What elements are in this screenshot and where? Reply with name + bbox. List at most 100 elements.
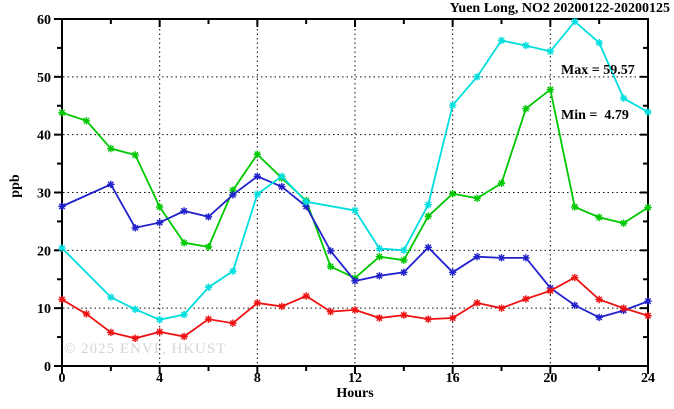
series-marker-blue bbox=[644, 297, 652, 305]
series-marker-red bbox=[522, 295, 530, 303]
series-marker-cyan bbox=[229, 267, 237, 275]
series-marker-green bbox=[180, 239, 188, 247]
series-marker-red bbox=[351, 306, 359, 314]
series-marker-cyan bbox=[58, 244, 66, 252]
series-marker-cyan bbox=[424, 200, 432, 209]
series-marker-green bbox=[424, 212, 432, 220]
series-marker-red bbox=[595, 295, 603, 304]
x-tick-label: 8 bbox=[254, 371, 261, 386]
series-marker-red bbox=[58, 295, 66, 304]
series-marker-cyan bbox=[107, 293, 115, 301]
series-marker-green bbox=[448, 189, 457, 198]
series-marker-cyan bbox=[546, 47, 555, 56]
series-marker-green bbox=[522, 104, 530, 113]
series-marker-blue bbox=[424, 243, 432, 252]
series-marker-red bbox=[448, 314, 457, 322]
y-tick-label: 0 bbox=[44, 360, 51, 375]
series-marker-blue bbox=[204, 213, 213, 221]
x-tick-label: 16 bbox=[446, 371, 460, 386]
series-marker-blue bbox=[351, 277, 359, 285]
series-marker-green bbox=[595, 213, 603, 222]
y-tick-label: 60 bbox=[37, 13, 51, 28]
y-tick-label: 10 bbox=[37, 302, 51, 317]
series-marker-green bbox=[82, 117, 91, 125]
series-marker-red bbox=[546, 287, 555, 295]
series-marker-green bbox=[619, 219, 628, 227]
series-marker-blue bbox=[497, 254, 506, 262]
series-marker-cyan bbox=[204, 283, 213, 292]
series-marker-green bbox=[204, 243, 213, 251]
series-marker-cyan bbox=[448, 101, 457, 109]
x-tick-label: 4 bbox=[156, 371, 163, 386]
series-line-blue bbox=[61, 175, 649, 319]
series-marker-blue bbox=[375, 272, 384, 280]
series-marker-red bbox=[424, 315, 432, 323]
series-marker-red bbox=[204, 315, 213, 323]
chart-title: Yuen Long, NO2 20200122-20200125 bbox=[449, 1, 670, 16]
series-marker-blue bbox=[253, 172, 262, 181]
series-marker-green bbox=[375, 252, 384, 261]
series-marker-red bbox=[107, 328, 115, 337]
series-marker-cyan bbox=[497, 36, 506, 45]
series-marker-blue bbox=[522, 254, 530, 262]
x-tick-label: 0 bbox=[59, 371, 66, 386]
y-tick-label: 50 bbox=[37, 71, 51, 86]
series-marker-green bbox=[107, 144, 115, 153]
series-marker-green bbox=[155, 203, 164, 211]
series-marker-blue bbox=[229, 191, 237, 199]
series-marker-green bbox=[571, 203, 579, 211]
series-marker-cyan bbox=[473, 73, 481, 81]
watermark: © 2025 ENVF, HKUST bbox=[64, 341, 227, 357]
series-marker-blue bbox=[131, 224, 139, 232]
series-marker-green bbox=[546, 85, 555, 94]
series-marker-blue bbox=[180, 207, 188, 215]
series-marker-red bbox=[400, 311, 408, 319]
series-marker-green bbox=[400, 256, 408, 264]
series-marker-red bbox=[180, 332, 188, 341]
series-marker-green bbox=[253, 150, 262, 159]
series-marker-green bbox=[229, 186, 237, 194]
series-marker-blue bbox=[107, 180, 115, 189]
series-marker-cyan bbox=[131, 305, 139, 314]
series-marker-red bbox=[278, 302, 286, 311]
series-marker-blue bbox=[278, 183, 286, 191]
series-marker-red bbox=[302, 292, 310, 300]
series-marker-blue bbox=[448, 268, 457, 277]
y-tick-label: 40 bbox=[37, 129, 51, 144]
series-marker-blue bbox=[326, 247, 335, 255]
series-marker-cyan bbox=[253, 190, 262, 198]
series-marker-green bbox=[473, 194, 481, 202]
series-marker-red bbox=[644, 311, 652, 320]
series-marker-cyan bbox=[522, 41, 530, 50]
series-marker-green bbox=[131, 151, 139, 159]
x-axis-label: Hours bbox=[336, 386, 374, 401]
series-marker-green bbox=[326, 262, 335, 271]
series-marker-green bbox=[644, 203, 652, 212]
series-marker-red bbox=[82, 310, 91, 318]
series-marker-cyan bbox=[302, 198, 310, 206]
x-tick-label: 24 bbox=[641, 371, 655, 386]
y-tick-label: 20 bbox=[37, 244, 51, 259]
series-marker-red bbox=[155, 328, 164, 336]
series-marker-red bbox=[571, 273, 579, 282]
series-marker-blue bbox=[473, 252, 481, 261]
series-marker-blue bbox=[58, 202, 66, 211]
series-marker-cyan bbox=[619, 94, 628, 102]
series-marker-cyan bbox=[595, 39, 603, 47]
series-marker-cyan bbox=[180, 310, 188, 319]
min-value-label: Min = 4.79 bbox=[561, 108, 629, 123]
series-marker-cyan bbox=[644, 108, 652, 116]
series-marker-blue bbox=[571, 301, 579, 309]
series-marker-red bbox=[473, 299, 481, 307]
series-marker-red bbox=[497, 304, 506, 312]
series-marker-red bbox=[375, 314, 384, 322]
series-marker-blue bbox=[302, 202, 310, 211]
x-tick-label: 12 bbox=[348, 371, 362, 386]
series-marker-red bbox=[253, 299, 262, 307]
series-marker-blue bbox=[400, 268, 408, 277]
x-tick-label: 20 bbox=[543, 371, 557, 386]
max-min-annotation: Max = 59.57 Min = 4.79 bbox=[561, 33, 635, 153]
series-marker-blue bbox=[155, 218, 164, 227]
